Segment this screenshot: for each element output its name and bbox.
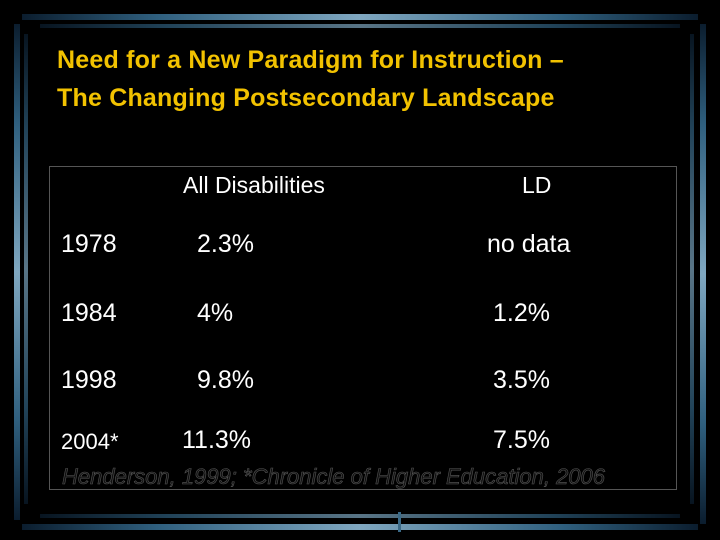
- left-frame-bar: [14, 24, 20, 520]
- column-header-all-disabilities: All Disabilities: [183, 172, 325, 198]
- data-table-box: [49, 166, 677, 490]
- bottom-frame-bar-inner: [40, 514, 680, 518]
- row-1-year: 1978: [61, 230, 117, 258]
- row-1-all-disabilities: 2.3%: [197, 230, 254, 258]
- row-2-year: 1984: [61, 299, 117, 327]
- row-3-ld: 3.5%: [493, 366, 550, 394]
- top-frame-bar: [22, 14, 698, 20]
- row-2-all-disabilities: 4%: [197, 299, 234, 327]
- row-4-all-disabilities: 11.3%: [182, 426, 252, 454]
- column-header-ld: LD: [522, 172, 552, 198]
- bottom-frame-bar: [22, 524, 698, 530]
- row-3-year: 1998: [61, 366, 117, 394]
- right-frame-bar-inner: [690, 34, 694, 504]
- left-frame-bar-inner: [24, 34, 28, 504]
- slide-title-line-1: Need for a New Paradigm for Instruction …: [57, 46, 564, 74]
- row-4-year: 2004*: [61, 429, 119, 454]
- row-4-ld: 7.5%: [493, 426, 550, 454]
- slide-title-line-2: The Changing Postsecondary Landscape: [57, 84, 555, 112]
- row-1-ld: no data: [487, 230, 571, 258]
- row-2-ld: 1.2%: [493, 299, 550, 327]
- top-frame-bar-inner: [40, 24, 680, 28]
- bottom-frame-tick: [398, 512, 401, 532]
- row-3-all-disabilities: 9.8%: [197, 366, 254, 394]
- right-frame-bar: [700, 24, 706, 524]
- citation-footnote: Henderson, 1999; *Chronicle of Higher Ed…: [62, 464, 606, 490]
